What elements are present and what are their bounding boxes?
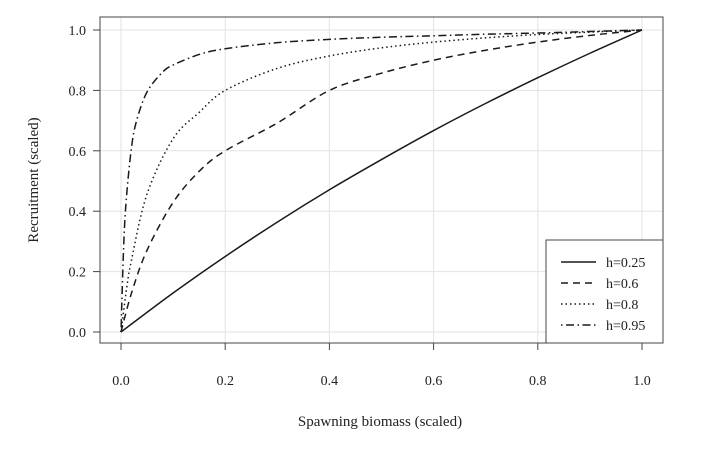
legend-label-1: h=0.6 <box>606 277 638 292</box>
y-tick-label: 0.8 <box>69 84 87 99</box>
x-axis: 0.0 0.2 0.4 0.6 0.8 1.0 <box>112 343 651 389</box>
legend-label-0: h=0.25 <box>606 256 645 271</box>
plot-frame <box>99 16 664 344</box>
series-line-2 <box>120 29 643 333</box>
x-tick-label: 0.2 <box>216 374 234 389</box>
y-tick-label: 0.4 <box>69 205 87 220</box>
x-tick-label: 0.0 <box>112 374 130 389</box>
series-line-0 <box>120 29 643 333</box>
legend-label-3: h=0.95 <box>606 319 645 334</box>
legend-label-2: h=0.8 <box>606 298 638 313</box>
y-tick-label: 0.6 <box>69 145 87 160</box>
curves <box>120 29 643 333</box>
legend-box <box>545 239 664 344</box>
series-line-1 <box>120 29 643 333</box>
y-axis: 0.0 0.2 0.4 0.6 0.8 1.0 <box>69 24 100 341</box>
x-tick-label: 0.6 <box>425 374 443 389</box>
y-tick-label: 0.2 <box>69 266 87 281</box>
x-axis-title: Spawning biomass (scaled) <box>298 414 462 430</box>
y-tick-label: 1.0 <box>69 24 87 39</box>
x-tick-label: 0.4 <box>321 374 339 389</box>
grid <box>100 17 663 343</box>
x-tick-label: 0.8 <box>529 374 547 389</box>
y-axis-title: Recruitment (scaled) <box>26 117 42 242</box>
y-tick-label: 0.0 <box>69 326 87 341</box>
series-line-3 <box>120 29 643 333</box>
legend: h=0.25 h=0.6 h=0.8 h=0.95 <box>545 239 664 344</box>
x-tick-label: 1.0 <box>633 374 651 389</box>
